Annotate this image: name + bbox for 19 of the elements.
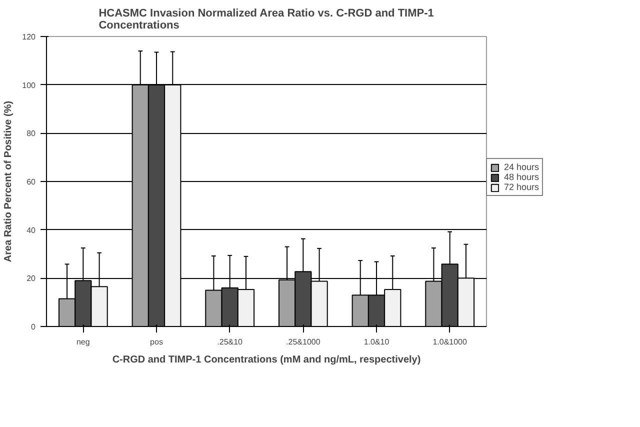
legend-label: 24 hours <box>504 162 540 172</box>
y-tick-label: 80 <box>26 129 36 138</box>
y-tick-label: 0 <box>31 322 36 332</box>
x-tick-label: neg <box>76 338 90 346</box>
legend-label: 48 hours <box>504 172 540 182</box>
y-tick-label: 60 <box>26 178 36 186</box>
y-tick-label: 40 <box>26 226 36 235</box>
y-axis-title: Area Ratio Percent of Positive (%) <box>3 100 14 262</box>
chart-title: HCASMC Invasion Normalized Area Ratio vs. C-RGD and TIMP-1 Concentrations <box>98 8 434 32</box>
x-tick-label: .25&10 <box>217 338 244 346</box>
x-tick-label: .25&1000 <box>286 338 321 346</box>
y-tick-label: 100 <box>22 80 36 90</box>
x-tick-label: 1.0&10 <box>364 338 390 346</box>
x-tick-label: pos <box>150 338 163 346</box>
legend-label: 72 hours <box>504 182 540 192</box>
y-tick-label: 20 <box>26 274 36 284</box>
x-axis-title: C-RGD and TIMP-1 Concentrations (mM and ng/mL, respectively) <box>112 354 421 366</box>
x-tick-label: 1.0&1000 <box>432 338 468 346</box>
y-tick-label: 120 <box>22 32 36 42</box>
